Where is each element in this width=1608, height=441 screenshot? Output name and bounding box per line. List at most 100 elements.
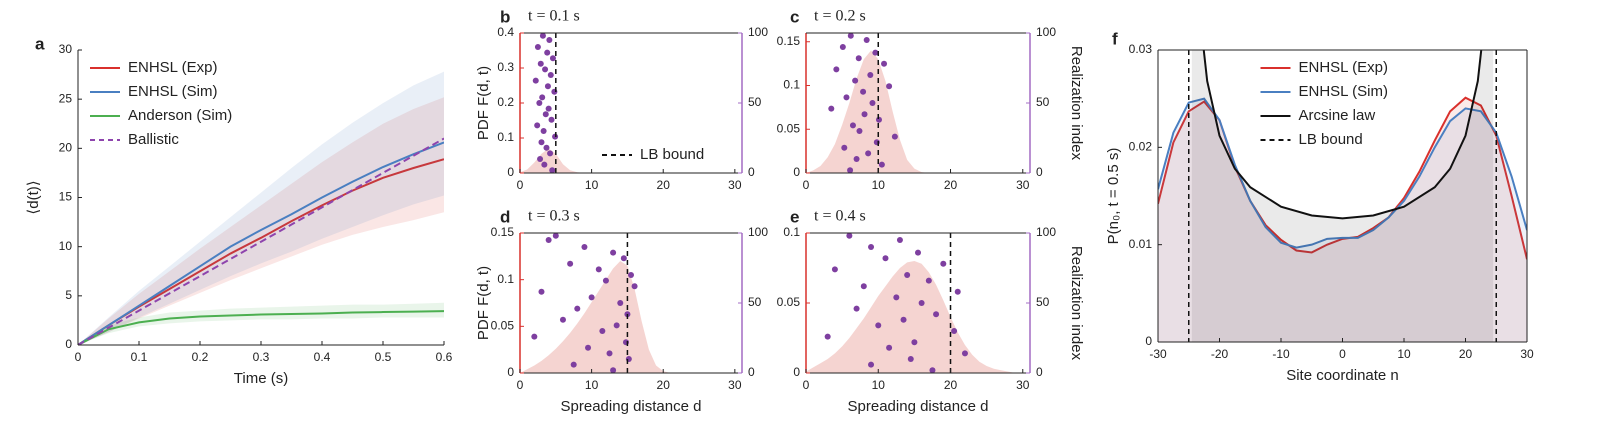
y-tick-label: 0.1 — [783, 225, 800, 239]
y2-label: Realization index — [1068, 46, 1085, 161]
y-tick-label: 0.1 — [783, 78, 800, 92]
point — [540, 128, 547, 134]
point — [547, 150, 554, 157]
legend-label: ENHSL (Sim) — [1299, 83, 1388, 100]
point — [570, 361, 577, 368]
x-tick-label: -20 — [1211, 347, 1229, 361]
y-label: PDF F(d, t) — [475, 266, 492, 340]
panel-title: t = 0.2 s — [814, 8, 866, 25]
point — [852, 77, 859, 84]
point — [886, 344, 893, 351]
point — [853, 156, 860, 162]
point — [548, 116, 555, 123]
point — [911, 339, 918, 346]
point — [961, 350, 968, 357]
x-label: Time (s) — [234, 370, 288, 387]
point — [541, 161, 548, 168]
y-tick-label: 0 — [507, 165, 514, 179]
point — [861, 111, 868, 118]
point — [602, 277, 609, 284]
panel: -30 -20 -10 0 10 20 30 0 0.01 0.02 0.03 f Site coord… — [1105, 29, 1534, 383]
point — [581, 244, 588, 250]
point — [534, 122, 541, 129]
point — [849, 122, 856, 129]
line — [78, 141, 444, 345]
panel-title: t = 0.3 s — [528, 208, 580, 225]
y-tick-label: 25 — [59, 91, 73, 105]
point — [856, 128, 863, 134]
point — [606, 350, 613, 357]
x-tick-label: 0 — [517, 378, 524, 392]
y-tick-label: 0.01 — [1129, 237, 1153, 251]
point — [631, 283, 638, 290]
point — [853, 305, 860, 312]
y-tick-label: 0.1 — [497, 130, 514, 144]
x-tick-label: 0.3 — [253, 350, 270, 364]
legend-label: ENHSL (Sim) — [128, 83, 217, 100]
point — [574, 305, 581, 312]
point — [831, 266, 838, 273]
point — [824, 333, 831, 340]
plot-area — [78, 71, 444, 345]
x-tick-label: 0.1 — [131, 350, 148, 364]
x-tick-label: 20 — [657, 378, 671, 392]
plot-area — [520, 33, 735, 173]
x-tick-label: 10 — [872, 378, 886, 392]
x-tick-label: 20 — [657, 178, 671, 192]
point — [869, 100, 876, 106]
panel-letter: a — [35, 34, 45, 53]
y2-tick-label: 100 — [748, 225, 768, 239]
y2-label: Realization index — [1068, 246, 1085, 361]
point — [868, 361, 875, 368]
point — [567, 260, 574, 267]
y-tick-label: 0.05 — [777, 295, 801, 309]
y-tick-label: 0 — [793, 165, 800, 179]
x-tick-label: 30 — [728, 178, 742, 192]
y-tick-label: 0.15 — [491, 225, 515, 239]
point — [891, 133, 898, 140]
y2-tick-label: 50 — [748, 295, 762, 309]
point — [847, 167, 854, 173]
plot-area — [806, 233, 1023, 373]
y2-tick-label: 100 — [748, 25, 768, 39]
pdf-area — [806, 261, 1023, 373]
band — [78, 71, 444, 345]
plot-area — [806, 33, 1023, 173]
point — [620, 255, 627, 262]
y2-tick-label: 50 — [748, 95, 762, 109]
y-tick-label: 15 — [59, 190, 73, 204]
y2-tick-label: 0 — [748, 365, 755, 379]
x-tick-label: 0.5 — [375, 350, 392, 364]
point — [545, 105, 552, 112]
point — [537, 156, 544, 162]
y-tick-label: 0.05 — [491, 319, 515, 333]
x-tick-label: 30 — [728, 378, 742, 392]
y2-tick-label: 50 — [1036, 95, 1050, 109]
point — [613, 322, 620, 329]
pdf-area — [520, 148, 735, 173]
panel: 0 10 20 30 0 0.05 0.1 0.15 0 50 100 c t = 0.2 s Reali… — [777, 7, 1085, 192]
x-tick-label: 30 — [1016, 378, 1030, 392]
point — [839, 44, 846, 50]
point — [860, 88, 867, 95]
panel-letter: e — [790, 207, 799, 226]
point — [599, 328, 606, 334]
y-tick-label: 0.03 — [1129, 42, 1153, 56]
point — [610, 367, 617, 373]
y-tick-label: 0.4 — [497, 25, 514, 39]
point — [875, 322, 882, 329]
point — [841, 144, 848, 151]
panel-title: t = 0.1 s — [528, 8, 580, 25]
point — [843, 94, 850, 101]
point — [904, 272, 911, 278]
point — [855, 55, 862, 62]
point — [860, 283, 867, 290]
point — [549, 167, 556, 173]
area — [1158, 98, 1527, 342]
point — [532, 77, 539, 84]
point — [588, 294, 595, 301]
point — [544, 83, 551, 90]
y2-tick-label: 0 — [1036, 165, 1043, 179]
y-label: PDF F(d, t) — [475, 66, 492, 140]
